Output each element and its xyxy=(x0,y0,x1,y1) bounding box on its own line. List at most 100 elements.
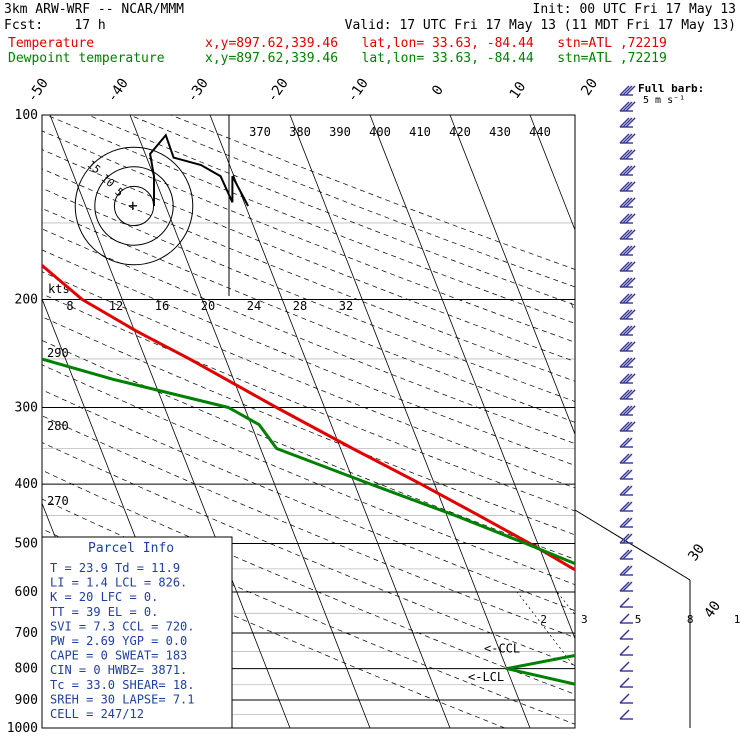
wind-barb xyxy=(619,437,633,448)
dewpoint-legend: Dewpoint temperature xyxy=(8,51,165,66)
wind-barb xyxy=(619,165,636,176)
wind-barb xyxy=(619,485,633,496)
theta-label: 400 xyxy=(369,125,391,139)
mixing-ratio-line xyxy=(516,591,575,669)
parcel-info-row: PW = 2.69 YGP = 0.0 xyxy=(50,634,187,648)
parcel-info-box xyxy=(41,536,233,729)
wind-barb xyxy=(619,341,636,352)
dry-adiabat-label: 270 xyxy=(47,494,69,508)
valid-time: Valid: 17 UTC Fri 17 May 13 (11 MDT Fri … xyxy=(344,18,736,33)
pressure-label: 1000 xyxy=(7,721,38,736)
forecast-hour: Fcst: 17 h xyxy=(4,18,106,33)
mixing-ratio-label: 8 xyxy=(687,613,694,626)
pressure-label: 800 xyxy=(15,662,38,677)
isotherm xyxy=(369,115,575,640)
mixing-ratio-label: 5 xyxy=(635,613,642,626)
theta-label: 390 xyxy=(329,125,351,139)
moist-adiabat xyxy=(569,299,575,314)
parcel-info-row: K = 20 LFC = 0. xyxy=(50,590,158,604)
wind-barb xyxy=(619,261,636,272)
parcel-info-row: CELL = 247/12 xyxy=(50,707,144,721)
wind-barb xyxy=(619,613,633,624)
wind-barb xyxy=(619,245,636,256)
dry-adiabat xyxy=(42,498,575,725)
dry-adiabat xyxy=(42,316,575,536)
wind-barb xyxy=(619,325,636,336)
wind-barb xyxy=(619,213,636,224)
parcel-info-row: SVI = 7.3 CCL = 720. xyxy=(50,619,195,633)
isotherm-label: -40 xyxy=(104,76,132,106)
parcel-info-row: CIN = 0 HWBZ= 3871. xyxy=(50,663,187,677)
parcel-info-row: CAPE = 0 SWEAT= 183 xyxy=(50,649,187,663)
wind-barb xyxy=(619,565,633,576)
pressure-label: 500 xyxy=(15,536,38,551)
wind-barb xyxy=(619,645,633,656)
wind-barb xyxy=(619,453,633,464)
wind-barb xyxy=(619,389,636,400)
dry-adiabat xyxy=(42,469,575,695)
dry-adiabat xyxy=(42,207,575,423)
moist-adiabat xyxy=(666,300,740,729)
dry-adiabat-label: 290 xyxy=(47,346,69,360)
wind-barb xyxy=(619,85,636,96)
moist-adiabat xyxy=(634,300,740,729)
pressure-label: 300 xyxy=(15,400,38,415)
wind-barb xyxy=(619,629,633,640)
isotherm-label: -10 xyxy=(344,76,372,106)
dewpoint-line xyxy=(42,357,575,686)
theta-label: 440 xyxy=(529,125,551,139)
dry-adiabat xyxy=(42,442,575,666)
wind-barb xyxy=(619,309,636,320)
hodograph-ring-label: 15 xyxy=(85,158,104,176)
dry-adiabat xyxy=(42,364,575,586)
hodograph-ring xyxy=(74,146,194,266)
moist-adiabat xyxy=(698,300,740,729)
init-time: Init: 00 UTC Fri 17 May 13 xyxy=(532,2,737,17)
hodograph-scale-label: 24 xyxy=(247,299,261,313)
hodograph-scale-label: 28 xyxy=(293,299,307,313)
ccl-label: <-CCL xyxy=(484,642,520,656)
mixing-ratio-label: 3 xyxy=(581,613,588,626)
isotherm xyxy=(690,115,740,728)
hodograph-ring-label: 5 xyxy=(112,185,125,199)
hodograph-trace xyxy=(149,133,249,207)
hodograph-scale-label: 8 xyxy=(66,299,73,313)
wind-barb xyxy=(619,101,636,112)
wind-barb xyxy=(619,693,633,704)
isotherm xyxy=(49,115,291,728)
pressure-label: 400 xyxy=(15,477,38,492)
mixing-ratio-label: 12 xyxy=(734,613,740,626)
parcel-info-row: TT = 39 EL = 0. xyxy=(50,605,158,619)
temperature-legend: Temperature xyxy=(8,36,95,51)
frame-edge xyxy=(574,509,691,581)
theta-label: 420 xyxy=(449,125,471,139)
hodograph-scale-label: 16 xyxy=(155,299,169,313)
dewpoint-location: x,y=897.62,339.46 lat,lon= 33.63, -84.44… xyxy=(205,51,667,66)
wind-barb xyxy=(619,533,633,544)
isotherm-label: -20 xyxy=(264,76,292,106)
wind-barb xyxy=(619,421,636,432)
wind-barb xyxy=(619,277,636,288)
hodograph-scale-label: 32 xyxy=(339,299,353,313)
isotherm xyxy=(129,115,371,728)
isotherm-label: -30 xyxy=(184,76,212,106)
wind-barb xyxy=(619,405,636,416)
isotherm-label: 40 xyxy=(701,598,724,621)
wind-barb xyxy=(619,373,636,384)
isotherm-label: 30 xyxy=(685,541,708,564)
wind-barb xyxy=(619,501,633,512)
pressure-label: 700 xyxy=(15,626,38,641)
wind-barb xyxy=(619,229,636,240)
hodograph-scale-label: 20 xyxy=(201,299,215,313)
theta-label: 430 xyxy=(489,125,511,139)
temperature-line xyxy=(42,263,575,572)
barb-legend-title: Full barb: xyxy=(638,82,704,95)
wind-barb xyxy=(619,517,633,528)
parcel-info-row: Tc = 33.0 SHEAR= 18. xyxy=(50,678,195,692)
wind-barb xyxy=(619,181,636,192)
theta-label: 410 xyxy=(409,125,431,139)
moist-adiabat xyxy=(730,300,740,729)
barb-legend-units: 5 m s⁻¹ xyxy=(643,95,685,106)
wind-barb xyxy=(619,597,633,608)
